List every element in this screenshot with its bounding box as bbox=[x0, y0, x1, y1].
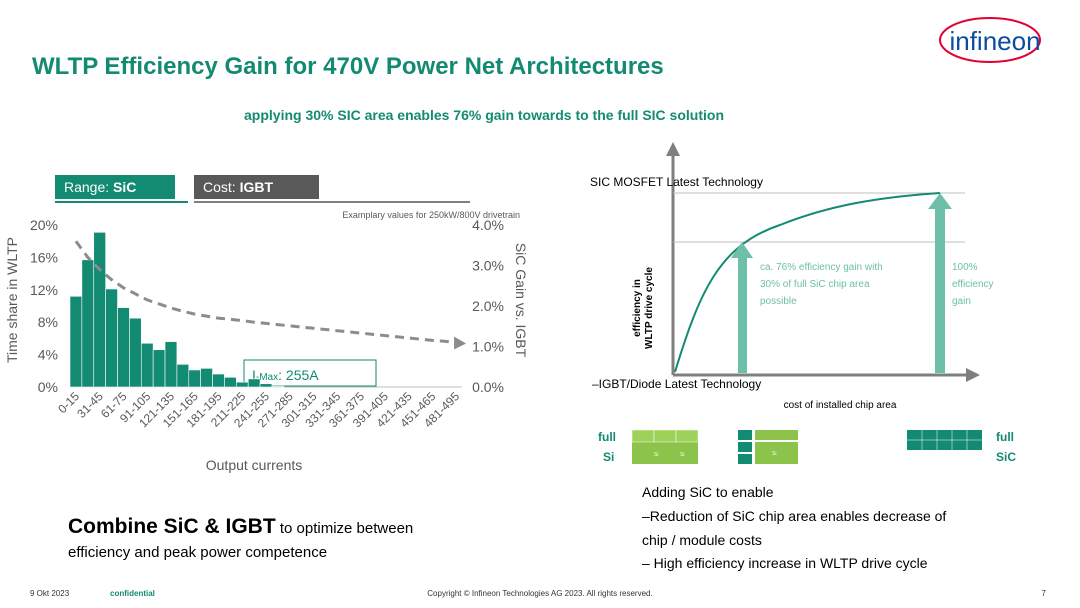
bar bbox=[236, 381, 249, 388]
footer-date: 9 Okt 2023 bbox=[30, 589, 70, 598]
bar bbox=[140, 342, 154, 388]
y2-tick-label: 2.0% bbox=[472, 298, 504, 314]
annotation-box bbox=[243, 359, 377, 387]
logo: infineon bbox=[939, 17, 1041, 63]
x-label: cost of installed chip area bbox=[784, 400, 897, 411]
arrowhead bbox=[966, 368, 980, 382]
tab bbox=[194, 175, 319, 199]
bar bbox=[271, 385, 285, 388]
y-tick-label: 16% bbox=[30, 249, 58, 265]
conclusion: Combine SiC & IGBT to optimize between bbox=[68, 515, 413, 538]
arrowhead bbox=[731, 242, 753, 258]
note: possible bbox=[760, 296, 797, 307]
bar bbox=[117, 307, 130, 388]
note: efficiency bbox=[952, 279, 994, 290]
annotation-prefix: I bbox=[252, 367, 256, 383]
bar bbox=[69, 295, 83, 388]
title: WLTP Efficiency Gain for 470V Power Net … bbox=[32, 53, 664, 80]
chip-text: Si bbox=[680, 452, 684, 458]
subtitle: applying 30% SIC area enables 76% gain t… bbox=[244, 107, 724, 123]
chip-si: Si Si bbox=[631, 429, 699, 464]
line bbox=[74, 240, 457, 344]
arrowhead bbox=[928, 193, 952, 209]
note: ca. 76% efficiency gain with bbox=[760, 262, 883, 273]
bullet: – High efficiency increase in WLTP drive… bbox=[642, 555, 928, 571]
bar bbox=[188, 369, 201, 388]
bar bbox=[200, 368, 213, 388]
bullet: chip / module costs bbox=[642, 532, 762, 548]
footer-label: confidential bbox=[110, 589, 155, 598]
arrowhead bbox=[666, 142, 680, 156]
note: 100% bbox=[952, 262, 978, 273]
tab-value: SiC bbox=[113, 179, 136, 195]
tab-value: IGBT bbox=[240, 179, 274, 195]
y-tick-label: 20% bbox=[30, 217, 58, 233]
note: gain bbox=[952, 296, 971, 307]
tab-label: Range: bbox=[64, 179, 113, 195]
curve bbox=[674, 192, 941, 373]
arrowhead bbox=[454, 336, 467, 350]
chart-note: Examplary values for 250kW/800V drivetra… bbox=[342, 210, 520, 220]
y-axis-label: Time share in WLTP bbox=[4, 237, 20, 363]
y2-axis-label: SiC Gain vs. IGBT bbox=[513, 243, 529, 358]
chip-sic bbox=[907, 430, 982, 450]
tab-text: Cost: IGBT bbox=[203, 179, 273, 195]
bar bbox=[176, 364, 190, 388]
y-label: efficiency in bbox=[632, 279, 643, 337]
bar bbox=[152, 349, 166, 388]
top-label: SIC MOSFET Latest Technology bbox=[590, 175, 763, 189]
tab-text: Range: SiC bbox=[64, 179, 136, 195]
chip-mixed: Si bbox=[738, 430, 798, 464]
bar bbox=[224, 376, 237, 388]
diagram: SIC MOSFET Latest Technology –IGBT/Diode… bbox=[590, 142, 1016, 464]
note: 30% of full SiC chip area bbox=[760, 279, 870, 290]
y2-tick-label: 0.0% bbox=[472, 379, 504, 395]
bullet-heading: Adding SiC to enable bbox=[642, 484, 774, 500]
x-axis-label: Output currents bbox=[206, 457, 303, 473]
y2-tick-label: 1.0% bbox=[472, 339, 504, 355]
y-tick-label: 12% bbox=[30, 282, 58, 298]
chip-label: Si bbox=[603, 450, 614, 464]
tab bbox=[55, 175, 175, 199]
bar bbox=[247, 378, 261, 388]
y-tick-label: 4% bbox=[38, 347, 58, 363]
conclusion-line: efficiency and peak power competence bbox=[68, 544, 327, 561]
y-tick-label: 8% bbox=[38, 314, 58, 330]
bar bbox=[105, 288, 118, 388]
chip-label: full bbox=[996, 430, 1014, 444]
chip-text: Si bbox=[654, 452, 658, 458]
bullet: –Reduction of SiC chip area enables decr… bbox=[642, 508, 946, 524]
chip-text: Si bbox=[772, 451, 776, 457]
annotation-sub: -Max bbox=[256, 372, 278, 383]
tab-label: Cost: bbox=[203, 179, 240, 195]
conclusion-rest: to optimize between bbox=[276, 520, 414, 537]
y-tick-label: 0% bbox=[38, 379, 58, 395]
bottom-label: –IGBT/Diode Latest Technology bbox=[592, 377, 761, 391]
bar bbox=[259, 383, 273, 388]
bar bbox=[164, 341, 178, 388]
chip-label: SiC bbox=[996, 450, 1016, 464]
chip-label: full bbox=[598, 430, 616, 444]
footer-copyright: Copyright © Infineon Technologies AG 202… bbox=[427, 589, 652, 598]
gain-arrow bbox=[738, 256, 747, 373]
annotation: I-Max: 255A bbox=[252, 367, 319, 383]
y-label: WLTP drive cycle bbox=[644, 267, 655, 349]
bar bbox=[212, 373, 225, 388]
logo-text: infineon bbox=[949, 26, 1040, 56]
y2-tick-label: 3.0% bbox=[472, 258, 504, 274]
footer-page: 7 bbox=[1042, 589, 1047, 598]
bar bbox=[129, 317, 142, 388]
conclusion-bold: Combine SiC & IGBT bbox=[68, 515, 276, 538]
gain-arrow bbox=[935, 207, 945, 373]
bar bbox=[93, 231, 106, 388]
bar bbox=[81, 259, 95, 388]
y2-tick-label: 4.0% bbox=[472, 217, 504, 233]
annotation-text: : 255A bbox=[278, 367, 319, 383]
